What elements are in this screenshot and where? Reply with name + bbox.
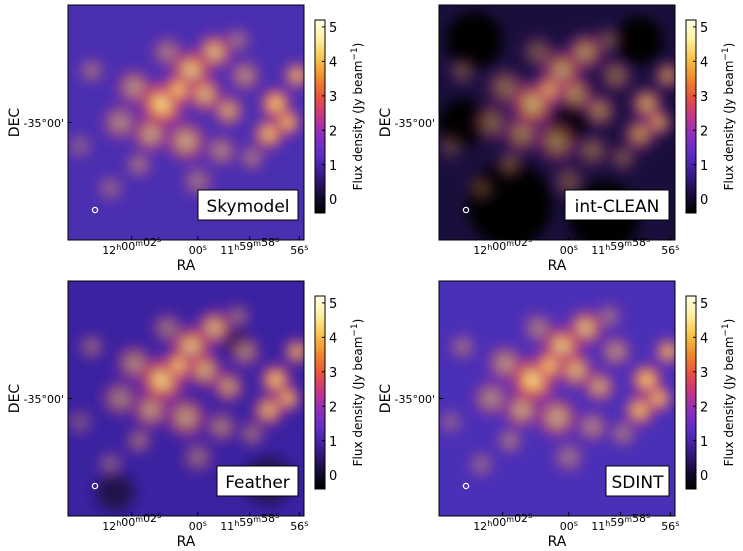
panel-intclean: int-CLEAN DEC -35°00' 12h00m02s 00s 11h59m58s… bbox=[371, 0, 742, 275]
y-tick-label: -35°00' bbox=[395, 393, 436, 406]
colorbar-tick-label: 5 bbox=[329, 21, 337, 36]
colorbar-tick-label: 4 bbox=[700, 55, 708, 70]
x-tick-label: 12h00m02s bbox=[473, 235, 532, 257]
x-tick-label: 11h59m58s bbox=[220, 511, 279, 533]
x-axis-label: RA bbox=[548, 534, 567, 550]
panel-svg: Feather DEC -35°00' 12h00m02s 00s 11h59m58s 56… bbox=[7, 280, 365, 550]
colorbar-tick-label: 3 bbox=[329, 90, 337, 105]
colorbar-tick-label: 2 bbox=[329, 124, 337, 139]
x-tick-label: 12h00m02s bbox=[473, 511, 532, 533]
x-tick-label: 56s bbox=[661, 519, 679, 533]
colorbar-label: Flux density (Jy beam−1) bbox=[721, 43, 736, 191]
panel-svg: SDINT DEC -35°00' 12h00m02s 00s 11h59m58s 56s R… bbox=[378, 280, 736, 550]
sky-image bbox=[439, 281, 675, 516]
colorbar-tick-label: 0 bbox=[329, 193, 337, 208]
x-axis-label: RA bbox=[548, 258, 567, 274]
x-tick-label: 12h00m02s bbox=[102, 235, 161, 257]
y-tick-label: -35°00' bbox=[24, 393, 65, 406]
colorbar-tick-label: 0 bbox=[700, 469, 708, 484]
colorbar-tick-label: 2 bbox=[700, 124, 708, 139]
panel-svg: Skymodel DEC -35°00' 12h00m02s 00s 11h59m58s 5… bbox=[7, 4, 365, 274]
beam-marker bbox=[462, 482, 470, 490]
beam-marker bbox=[91, 482, 99, 490]
panel-skymodel: Skymodel DEC -35°00' 12h00m02s 00s 11h59m58s 5… bbox=[0, 0, 371, 275]
colorbar-tick-label: 4 bbox=[700, 331, 708, 346]
panel-label: SDINT bbox=[612, 473, 665, 493]
colorbar-tick-label: 2 bbox=[329, 400, 337, 415]
colorbar-tick-label: 3 bbox=[700, 366, 708, 381]
colorbar-label: Flux density (Jy beam−1) bbox=[721, 319, 736, 467]
sky-image bbox=[68, 5, 304, 240]
colorbar-tick-label: 1 bbox=[700, 435, 708, 450]
beam-marker bbox=[462, 206, 470, 214]
y-axis-label: DEC bbox=[378, 108, 394, 138]
x-tick-label: 11h59m58s bbox=[220, 235, 279, 257]
x-tick-label: 00s bbox=[560, 243, 578, 257]
colorbar-tick-label: 4 bbox=[329, 331, 337, 346]
y-axis-label: DEC bbox=[7, 384, 23, 414]
beam-marker bbox=[91, 206, 99, 214]
colorbar-tick-label: 1 bbox=[329, 435, 337, 450]
y-tick-label: -35°00' bbox=[395, 117, 436, 130]
colorbar-tick-label: 0 bbox=[700, 193, 708, 208]
colorbar-tick-label: 5 bbox=[700, 21, 708, 36]
panel-feather: Feather DEC -35°00' 12h00m02s 00s 11h59m58s 56… bbox=[0, 276, 371, 551]
y-axis-label: DEC bbox=[378, 384, 394, 414]
x-tick-label: 12h00m02s bbox=[102, 511, 161, 533]
colorbar bbox=[685, 295, 697, 490]
panel-label: int-CLEAN bbox=[575, 197, 660, 217]
x-axis-label: RA bbox=[177, 534, 196, 550]
colorbar-tick-label: 5 bbox=[329, 297, 337, 312]
panel-sdint: SDINT DEC -35°00' 12h00m02s 00s 11h59m58s 56s R… bbox=[371, 276, 742, 551]
x-axis-label: RA bbox=[177, 258, 196, 274]
colorbar-label: Flux density (Jy beam−1) bbox=[350, 43, 365, 191]
y-axis-label: DEC bbox=[7, 108, 23, 138]
y-tick-label: -35°00' bbox=[24, 117, 65, 130]
colorbar bbox=[314, 19, 326, 214]
x-tick-label: 00s bbox=[560, 519, 578, 533]
colorbar-label: Flux density (Jy beam−1) bbox=[350, 319, 365, 467]
colorbar bbox=[685, 19, 697, 214]
colorbar-tick-label: 3 bbox=[329, 366, 337, 381]
x-tick-label: 11h59m58s bbox=[591, 511, 650, 533]
panel-label: Feather bbox=[225, 473, 290, 493]
x-tick-label: 56s bbox=[661, 243, 679, 257]
colorbar-tick-label: 4 bbox=[329, 55, 337, 70]
colorbar bbox=[314, 295, 326, 490]
colorbar-tick-label: 1 bbox=[700, 159, 708, 174]
colorbar-tick-label: 0 bbox=[329, 469, 337, 484]
x-tick-label: 11h59m58s bbox=[591, 235, 650, 257]
colorbar-tick-label: 2 bbox=[700, 400, 708, 415]
x-tick-label: 56s bbox=[290, 519, 308, 533]
x-tick-label: 00s bbox=[189, 519, 207, 533]
panel-svg: int-CLEAN DEC -35°00' 12h00m02s 00s 11h59m58s… bbox=[378, 4, 736, 274]
panel-label: Skymodel bbox=[206, 197, 289, 217]
x-tick-label: 00s bbox=[189, 243, 207, 257]
colorbar-tick-label: 1 bbox=[329, 159, 337, 174]
sky-image bbox=[439, 5, 675, 240]
x-tick-label: 56s bbox=[290, 243, 308, 257]
sky-image bbox=[68, 281, 304, 516]
colorbar-tick-label: 3 bbox=[700, 90, 708, 105]
colorbar-tick-label: 5 bbox=[700, 297, 708, 312]
